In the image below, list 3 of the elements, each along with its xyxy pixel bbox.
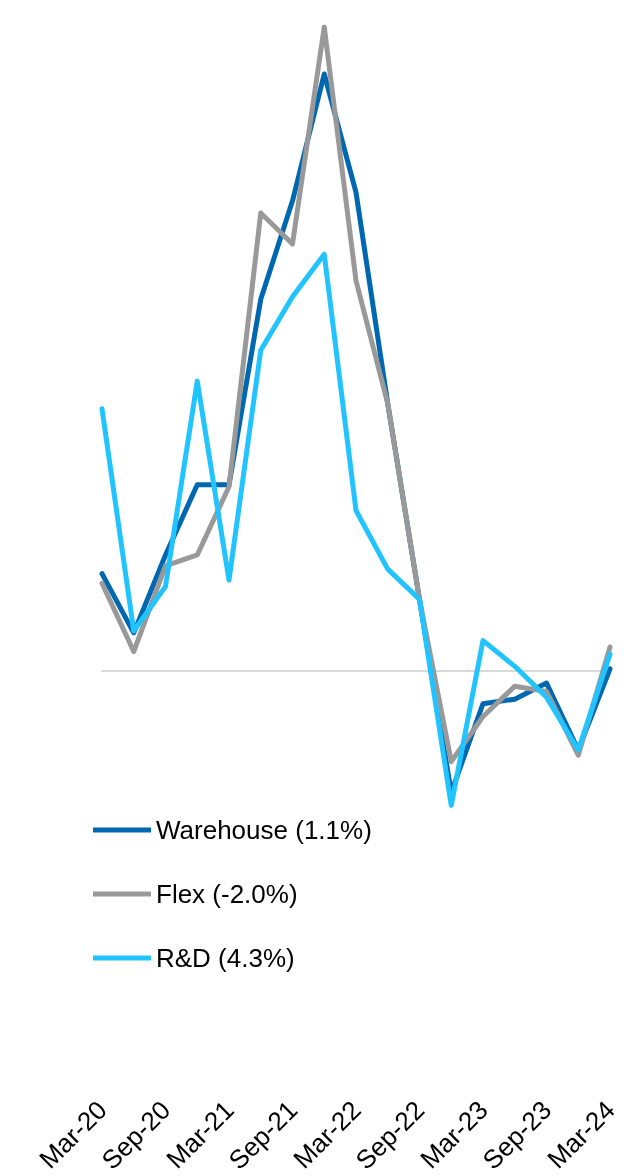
- legend-label: Warehouse (1.1%): [156, 815, 372, 845]
- legend-label: Flex (-2.0%): [156, 879, 298, 909]
- legend-label: R&D (4.3%): [156, 943, 295, 973]
